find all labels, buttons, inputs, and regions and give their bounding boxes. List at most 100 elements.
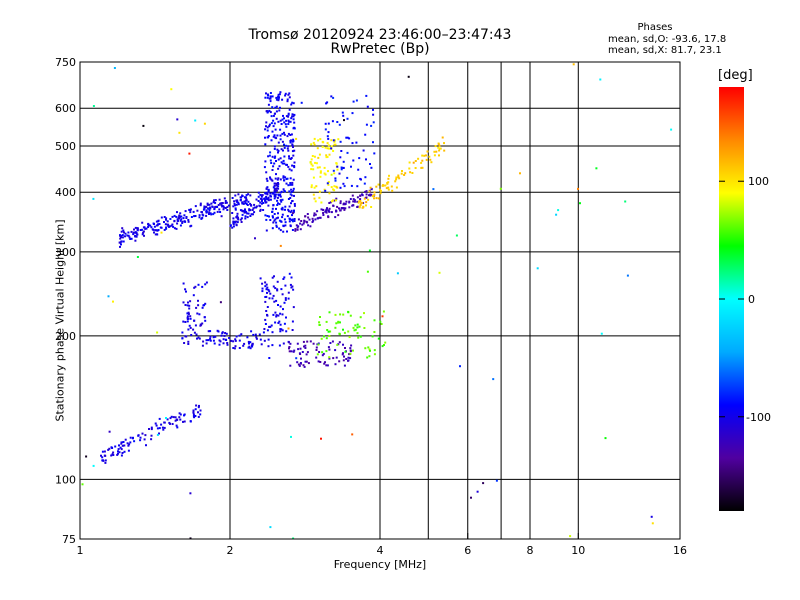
data-point [266, 215, 269, 217]
data-point [279, 134, 282, 137]
data-point [214, 201, 217, 204]
data-point [334, 326, 337, 329]
data-point [282, 188, 285, 191]
data-point [271, 210, 274, 213]
data-point [330, 211, 333, 214]
data-point [187, 340, 190, 343]
data-point [355, 99, 358, 102]
data-point [141, 233, 144, 236]
data-point [281, 118, 284, 121]
data-point [557, 209, 560, 212]
data-point [207, 330, 210, 333]
data-point [370, 124, 373, 127]
data-point [370, 193, 373, 196]
data-point [214, 199, 217, 202]
data-point [379, 188, 382, 191]
data-point [187, 343, 190, 345]
data-point [261, 194, 264, 197]
data-point [166, 223, 169, 226]
data-point [302, 222, 305, 225]
data-point [599, 78, 602, 81]
data-point [271, 192, 274, 195]
data-point [331, 120, 334, 123]
data-point [338, 341, 341, 344]
data-point [162, 428, 165, 431]
data-point [338, 207, 340, 210]
data-point [203, 207, 206, 210]
data-point [288, 347, 290, 350]
data-point [283, 322, 286, 325]
data-point [285, 119, 288, 122]
data-point [243, 200, 246, 203]
data-point [335, 197, 338, 200]
data-point [365, 193, 368, 196]
data-point [291, 218, 294, 221]
data-point [239, 218, 242, 221]
data-point [338, 333, 341, 336]
data-point [323, 335, 325, 338]
data-point [313, 137, 316, 140]
data-point [268, 297, 271, 300]
data-point [234, 208, 237, 211]
data-point [150, 438, 153, 441]
data-point [103, 454, 106, 457]
data-point [283, 143, 285, 146]
data-point [155, 424, 158, 427]
data-point [299, 353, 302, 355]
data-point [274, 128, 277, 131]
data-point [179, 413, 182, 416]
data-point [351, 194, 354, 197]
data-point [312, 141, 315, 144]
data-point [127, 231, 130, 234]
data-point [350, 184, 353, 187]
data-point [92, 197, 95, 200]
data-point [233, 347, 236, 350]
data-point [324, 189, 327, 192]
data-point [311, 164, 314, 167]
data-point [236, 212, 239, 215]
data-point [163, 421, 166, 424]
data-point [288, 350, 291, 353]
data-point [270, 324, 273, 327]
data-point [266, 96, 269, 99]
data-point [352, 159, 355, 162]
data-point [173, 220, 176, 223]
data-point [276, 288, 279, 291]
data-point [482, 482, 485, 485]
data-point [155, 220, 158, 223]
data-point [288, 220, 291, 223]
data-point [396, 272, 399, 275]
data-point [120, 454, 123, 457]
data-point [205, 210, 208, 213]
data-point [217, 330, 220, 333]
data-point [198, 404, 200, 407]
data-point [266, 291, 268, 294]
data-point [268, 215, 270, 218]
data-point [321, 145, 324, 148]
data-point [287, 210, 290, 213]
data-point [329, 342, 332, 344]
data-point [291, 144, 294, 147]
data-point [176, 418, 179, 421]
data-point [363, 182, 366, 185]
data-point [129, 441, 132, 444]
data-point [268, 325, 271, 328]
data-point [289, 193, 292, 196]
data-point [273, 275, 275, 278]
data-point [197, 304, 200, 307]
x-tick-label: 8 [527, 544, 534, 557]
data-point [284, 221, 287, 224]
data-point [134, 231, 137, 234]
data-point [220, 215, 223, 218]
data-point [170, 88, 173, 91]
data-point [290, 435, 292, 438]
data-point [227, 204, 230, 207]
data-point [198, 313, 201, 316]
data-point [337, 321, 340, 324]
data-point [158, 427, 161, 430]
data-point [291, 150, 294, 153]
data-point [268, 125, 271, 128]
data-point [278, 109, 281, 112]
data-point [279, 191, 282, 194]
data-point [273, 197, 276, 200]
